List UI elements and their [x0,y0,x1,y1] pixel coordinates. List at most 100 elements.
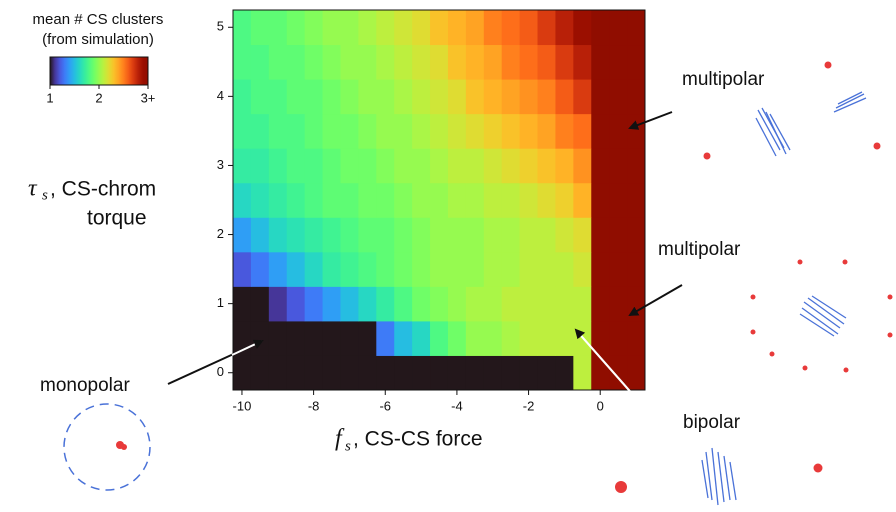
heatmap-cell [483,251,503,287]
heatmap-cell [358,251,377,287]
colorbar-tick-label: 2 [95,90,102,105]
heatmap-cell [447,44,467,80]
heatmap-cell [501,79,521,115]
heatmap-cell [447,182,467,218]
heatmap-cell [412,251,431,287]
heatmap-cell [537,113,556,149]
heatmap-cell [609,182,628,218]
heatmap-cell [609,10,628,46]
heatmap-cell [465,251,485,287]
heatmap-cell [430,79,449,115]
heatmap-cell [430,148,449,184]
heatmap-cell [286,251,306,287]
heatmap-cell [394,113,413,149]
x-label-subscript: s [345,438,351,454]
heatmap-cell [537,44,556,80]
illustration-monopolar [63,403,151,491]
heatmap-cell [250,286,270,322]
heatmap-cell [233,355,252,391]
heatmap-cell [394,44,413,80]
heatmap-cell [358,355,377,391]
heatmap-cell [501,148,521,184]
heatmap-cell [447,113,467,149]
heatmap-cell [519,182,539,218]
heatmap-cell [537,182,556,218]
heatmap-cell [340,148,359,184]
heatmap-cell [358,79,377,115]
heatmap-cell [250,251,270,287]
heatmap-cell [268,251,288,287]
heatmap-cell [250,148,270,184]
heatmap-cell [412,320,431,356]
heatmap-cell [268,320,288,356]
heatmap-cell [627,182,646,218]
heatmap-cell [609,355,628,391]
heatmap-cell [412,355,431,391]
x-label-symbol: f [335,426,345,452]
heatmap-cell [322,113,341,149]
x-tick-label: -2 [523,398,535,413]
heatmap-cell [573,113,592,149]
heatmap-cell [233,113,252,149]
heatmap-cell [304,148,324,184]
heatmap-cell [286,44,306,80]
heatmap-cell [358,10,377,46]
heatmap-cell [268,355,288,391]
y-tick-label: 4 [217,88,224,103]
y-tick-label: 1 [217,295,224,310]
heatmap-cell [573,10,592,46]
heatmap-cell [376,286,395,322]
arrow [574,328,651,415]
heatmap-cell [447,148,467,184]
heatmap-cell [394,79,413,115]
heatmap-cell [268,148,288,184]
heatmap-cell [340,286,359,322]
heatmap-cell [591,182,610,218]
heatmap-cell [519,355,539,391]
heatmap-cell [286,355,306,391]
heatmap-cell [573,79,592,115]
heatmap-cell [268,182,288,218]
heatmap-cell [268,113,288,149]
heatmap-cell [609,148,628,184]
heatmap-cell [573,251,592,287]
heatmap-cell [483,10,503,46]
heatmap-cell [430,113,449,149]
heatmap-cell [627,113,646,149]
heatmap-cell [465,10,485,46]
annotation: multipolar [658,239,741,260]
heatmap-cell [555,79,574,115]
heatmap-cell [412,286,431,322]
heatmap-cell [573,182,592,218]
heatmap-cell [627,251,646,287]
heatmap-cell [268,10,288,46]
heatmap-cell [304,113,324,149]
x-tick-label: -6 [379,398,391,413]
heatmap-cell [609,217,628,253]
annotation: bipolar [683,412,741,433]
heatmap-cell [304,217,324,253]
heatmap-cell [483,320,503,356]
heatmap-cell [412,113,431,149]
heatmap-cell [555,44,574,80]
heatmap-cell [394,10,413,46]
heatmap-cell [412,79,431,115]
heatmap-cell [627,355,646,391]
heatmap-cell [394,251,413,287]
heatmap-cell [286,320,306,356]
y-label-symbol: τ [28,176,38,202]
heatmap-cell [465,286,485,322]
heatmap-cell [501,320,521,356]
heatmap-cell [465,182,485,218]
heatmap-cell [376,251,395,287]
heatmap-cell [286,286,306,322]
heatmap-cell [537,10,556,46]
heatmap-cell [412,44,431,80]
heatmap-cell [591,217,610,253]
heatmap-cell [412,10,431,46]
heatmap-cell [250,217,270,253]
x-tick-label: 0 [597,398,604,413]
heatmap-cell [250,79,270,115]
heatmap-cell [465,320,485,356]
heatmap-cell [412,217,431,253]
